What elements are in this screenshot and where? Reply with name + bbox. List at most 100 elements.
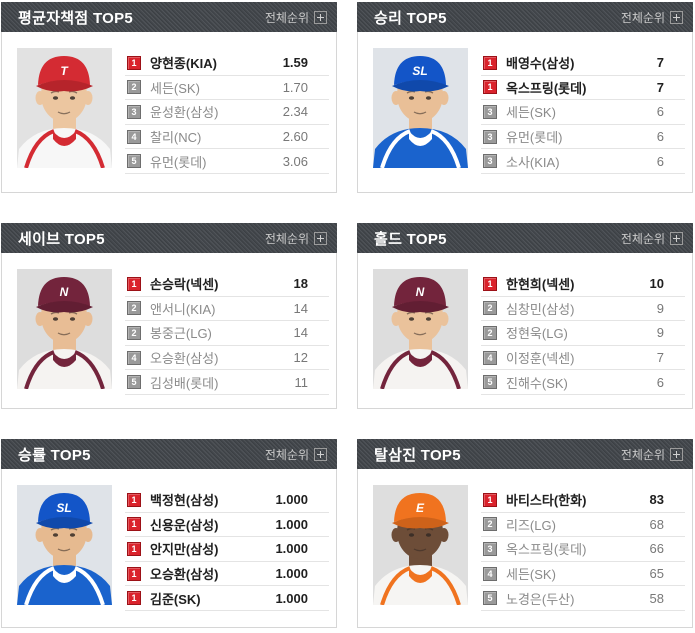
rank-row[interactable]: 5 노경은(두산) 58 [481, 586, 685, 611]
stat-value: 1.000 [275, 492, 308, 508]
rank-badge: 3 [483, 104, 497, 119]
plus-box-icon [670, 231, 683, 245]
rank-badge: 5 [483, 591, 497, 606]
rank-row[interactable]: 3 세든(SK) 6 [481, 100, 685, 125]
panel-title: 탈삼진 TOP5 [374, 446, 461, 464]
player-name: 세든(SK) [150, 80, 200, 96]
player-name: 김성배(롯데) [150, 375, 219, 391]
rank-row[interactable]: 1 오승환(삼성) 1.000 [125, 562, 329, 587]
panel-header: 세이브 TOP5 전체순위 [1, 223, 337, 253]
panel-title: 세이브 TOP5 [18, 230, 105, 248]
overall-rank-link[interactable]: 전체순위 [621, 446, 683, 463]
rank-row[interactable]: 1 백정현(삼성) 1.000 [125, 488, 329, 513]
rank-row[interactable]: 4 찰리(NC) 2.60 [125, 125, 329, 150]
stat-value: 1.000 [275, 516, 308, 532]
panel-title: 홀드 TOP5 [374, 230, 447, 248]
rank-badge: 1 [127, 517, 141, 532]
rank-badge: 3 [127, 104, 141, 119]
rank-row[interactable]: 4 오승환(삼성) 12 [125, 346, 329, 371]
rank-badge: 3 [483, 129, 497, 144]
rank-row[interactable]: 5 유먼(롯데) 3.06 [125, 149, 329, 174]
panel-body: SL 1 백정현(삼성) 1.000 1 신용운(삼성) 1.000 1 안지만… [2, 469, 336, 611]
rank-row[interactable]: 3 윤성환(삼성) 2.34 [125, 100, 329, 125]
stat-value: 83 [649, 492, 664, 508]
overall-rank-link[interactable]: 전체순위 [265, 9, 327, 26]
stat-value: 66 [649, 541, 664, 557]
rank-row[interactable]: 1 신용운(삼성) 1.000 [125, 513, 329, 538]
rank-row[interactable]: 1 바티스타(한화) 83 [481, 488, 685, 513]
rank-list: 1 양현종(KIA) 1.59 2 세든(SK) 1.70 3 윤성환(삼성) … [125, 51, 329, 174]
player-name: 찰리(NC) [150, 130, 202, 146]
panel-body: E 1 바티스타(한화) 83 2 리즈(LG) 68 3 옥스프링(롯데) 6… [358, 469, 692, 611]
player-name: 세든(SK) [506, 105, 556, 121]
panel-title: 승률 TOP5 [18, 446, 91, 464]
rank-row[interactable]: 5 진해수(SK) 6 [481, 370, 685, 395]
stat-value: 14 [293, 300, 308, 316]
panel-body: SL 1 배영수(삼성) 7 1 옥스프링(롯데) 7 3 세든(SK) 6 [358, 32, 692, 174]
player-name: 백정현(삼성) [150, 493, 219, 509]
player-name: 오승환(삼성) [150, 567, 219, 583]
rank-badge: 1 [483, 80, 497, 95]
rank-row[interactable]: 2 리즈(LG) 68 [481, 513, 685, 538]
player-photo: SL [17, 485, 112, 605]
player-name: 이정훈(넥센) [506, 351, 575, 367]
player-name: 노경은(두산) [506, 591, 575, 607]
player-name: 앤서니(KIA) [150, 301, 216, 317]
rank-row[interactable]: 1 한현희(넥센) 10 [481, 272, 685, 297]
rank-row[interactable]: 3 옥스프링(롯데) 66 [481, 537, 685, 562]
overall-rank-label: 전체순위 [264, 447, 309, 462]
panel-holds: 홀드 TOP5 전체순위 N 1 한현희(넥센) 10 2 [357, 223, 693, 409]
rank-row[interactable]: 2 정현욱(LG) 9 [481, 321, 685, 346]
stat-value: 1.000 [275, 566, 308, 582]
rank-row[interactable]: 1 배영수(삼성) 7 [481, 51, 685, 76]
rank-badge: 4 [127, 129, 141, 144]
rank-row[interactable]: 1 안지만(삼성) 1.000 [125, 537, 329, 562]
rank-badge: 1 [127, 541, 141, 556]
player-name: 바티스타(한화) [506, 493, 587, 509]
rank-row[interactable]: 3 소사(KIA) 6 [481, 149, 685, 174]
rank-row[interactable]: 4 이정훈(넥센) 7 [481, 346, 685, 371]
panel-title: 승리 TOP5 [374, 9, 447, 27]
player-name: 오승환(삼성) [150, 351, 219, 367]
player-photo-illustration: SL [17, 485, 112, 605]
player-name: 안지만(삼성) [150, 542, 219, 558]
rank-row[interactable]: 3 유먼(롯데) 6 [481, 125, 685, 150]
stat-value: 7 [656, 350, 664, 366]
panel-body: N 1 손승락(넥센) 18 2 앤서니(KIA) 14 2 봉중근(LG) 1… [2, 253, 336, 395]
rank-badge: 4 [127, 350, 141, 365]
stat-value: 9 [656, 325, 664, 341]
overall-rank-label: 전체순위 [264, 10, 309, 25]
rank-row[interactable]: 5 김성배(롯데) 11 [125, 370, 329, 395]
rank-row[interactable]: 1 양현종(KIA) 1.59 [125, 51, 329, 76]
overall-rank-link[interactable]: 전체순위 [621, 230, 683, 247]
stat-value: 10 [649, 276, 664, 292]
player-name: 유먼(롯데) [150, 154, 207, 170]
rank-list: 1 배영수(삼성) 7 1 옥스프링(롯데) 7 3 세든(SK) 6 3 유먼… [481, 51, 685, 174]
rank-row[interactable]: 4 세든(SK) 65 [481, 562, 685, 587]
stat-value: 18 [293, 276, 308, 292]
overall-rank-label: 전체순위 [620, 10, 665, 25]
rank-row[interactable]: 1 손승락(넥센) 18 [125, 272, 329, 297]
rank-badge: 5 [127, 154, 141, 169]
stat-value: 6 [656, 104, 664, 120]
rank-badge: 1 [127, 55, 141, 70]
rank-badge: 2 [483, 301, 497, 316]
player-photo-illustration: T [17, 48, 112, 168]
rank-row[interactable]: 2 심창민(삼성) 9 [481, 297, 685, 322]
stat-value: 1.59 [282, 55, 308, 71]
rank-row[interactable]: 2 세든(SK) 1.70 [125, 76, 329, 101]
rank-badge: 1 [127, 591, 141, 606]
rank-row[interactable]: 2 봉중근(LG) 14 [125, 321, 329, 346]
rank-row[interactable]: 1 김준(SK) 1.000 [125, 586, 329, 611]
overall-rank-link[interactable]: 전체순위 [265, 230, 327, 247]
panel-title: 평균자책점 TOP5 [18, 9, 134, 27]
rank-row[interactable]: 2 앤서니(KIA) 14 [125, 297, 329, 322]
overall-rank-link[interactable]: 전체순위 [621, 9, 683, 26]
player-name: 양현종(KIA) [150, 56, 217, 72]
overall-rank-link[interactable]: 전체순위 [265, 446, 327, 463]
rank-badge: 5 [127, 375, 141, 390]
stat-value: 6 [656, 153, 664, 169]
rank-row[interactable]: 1 옥스프링(롯데) 7 [481, 76, 685, 101]
panel-wins: 승리 TOP5 전체순위 SL 1 배영수(삼성) 7 1 [357, 2, 693, 193]
panel-body: N 1 한현희(넥센) 10 2 심창민(삼성) 9 2 정현욱(LG) 9 [358, 253, 692, 395]
